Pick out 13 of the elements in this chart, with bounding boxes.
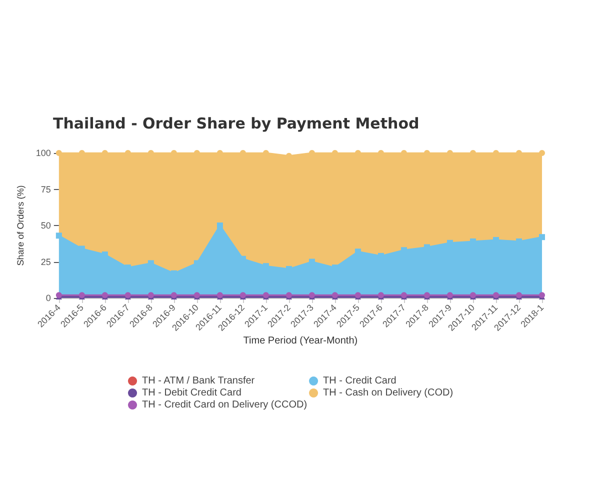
legend-label: TH - Cash on Delivery (COD) <box>323 388 454 398</box>
legend-label: TH - Debit Credit Card <box>142 388 242 398</box>
legend-label: TH - Credit Card on Delivery (CCOD) <box>142 400 308 410</box>
legend-label: TH - ATM / Bank Transfer <box>142 376 256 386</box>
y-axis-title: Share of Orders (%) <box>16 185 26 266</box>
y-tick-label: 25 <box>40 256 51 267</box>
y-tick-label: 100 <box>36 148 51 158</box>
legend-label: TH - Credit Card <box>323 376 396 386</box>
y-tick-label: 50 <box>40 220 51 230</box>
y-tick-label: 75 <box>40 184 51 194</box>
y-tick-label: 0 <box>46 293 51 303</box>
chart-title: Thailand - Order Share by Payment Method <box>53 114 420 132</box>
x-axis-title: Time Period (Year-Month) <box>243 336 358 346</box>
